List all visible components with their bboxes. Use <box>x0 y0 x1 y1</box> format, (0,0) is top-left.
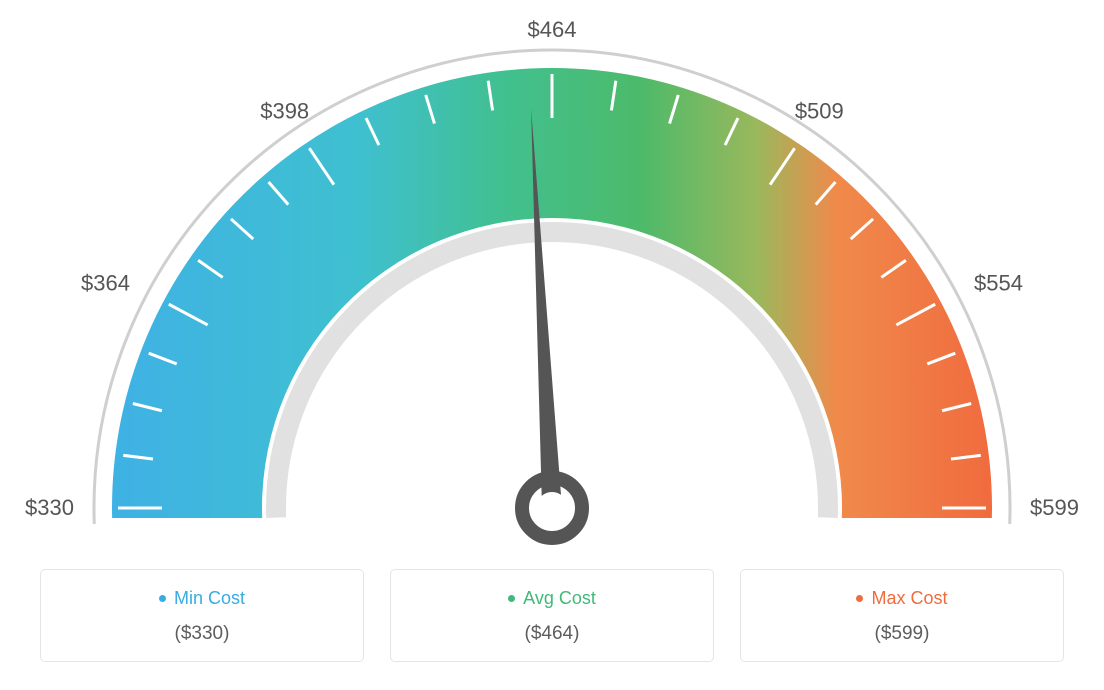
legend-dot-min <box>159 595 166 602</box>
gauge-tick-label: $364 <box>81 271 130 296</box>
legend-value-avg: ($464) <box>401 623 703 645</box>
legend-label-min: Min Cost <box>174 588 245 609</box>
gauge-tick-label: $398 <box>260 99 309 124</box>
gauge-chart: $330 $364 $398 $464 $509 $554 $599 <box>0 0 1104 560</box>
gauge-tick-label: $554 <box>974 271 1023 296</box>
legend-card-avg: Avg Cost ($464) <box>390 569 714 662</box>
gauge-tick-label: $464 <box>528 17 577 42</box>
legend-dot-avg <box>508 595 515 602</box>
legend-row: Min Cost ($330) Avg Cost ($464) Max Cost… <box>40 569 1064 662</box>
legend-value-min: ($330) <box>51 623 353 645</box>
legend-card-max: Max Cost ($599) <box>740 569 1064 662</box>
legend-card-min: Min Cost ($330) <box>40 569 364 662</box>
gauge-tick-label: $599 <box>1030 495 1079 520</box>
legend-value-max: ($599) <box>751 623 1053 645</box>
legend-dot-max <box>856 595 863 602</box>
gauge-tick-label: $330 <box>25 495 74 520</box>
legend-label-max: Max Cost <box>871 588 947 609</box>
chart-wrapper: $330 $364 $398 $464 $509 $554 $599 Min Cost ($… <box>0 0 1104 690</box>
gauge-tick-label: $509 <box>795 99 844 124</box>
legend-label-avg: Avg Cost <box>523 588 596 609</box>
